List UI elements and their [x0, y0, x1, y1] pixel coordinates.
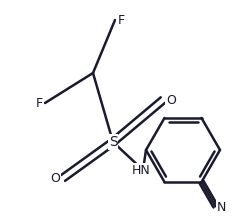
Text: O: O — [50, 172, 60, 185]
Text: N: N — [217, 201, 226, 214]
Text: O: O — [166, 93, 176, 106]
Text: F: F — [118, 13, 125, 26]
Text: F: F — [35, 97, 43, 110]
Text: HN: HN — [132, 164, 150, 177]
Text: S: S — [109, 135, 117, 149]
